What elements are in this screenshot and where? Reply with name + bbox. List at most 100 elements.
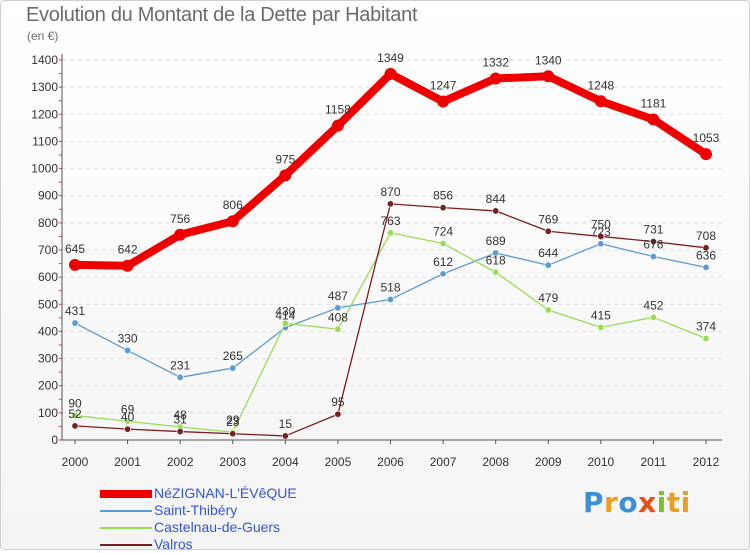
y-tick-label: 0 [51, 433, 58, 447]
data-label: 452 [643, 298, 663, 312]
data-label: 1247 [430, 79, 457, 93]
y-tick-label: 100 [38, 406, 58, 420]
data-point [492, 249, 500, 257]
data-point [281, 319, 289, 327]
data-label: 1053 [693, 131, 720, 145]
data-label: 415 [591, 308, 611, 322]
data-label: 90 [68, 397, 82, 411]
data-point [439, 270, 447, 278]
data-point [334, 304, 342, 312]
data-label: 408 [328, 310, 348, 324]
data-label: 870 [380, 185, 400, 199]
x-tick-label: 2010 [587, 455, 614, 469]
data-label: 52 [68, 407, 82, 421]
data-label: 31 [173, 413, 187, 427]
legend-label: Castelnau-de-Guers [154, 519, 281, 535]
legend-swatch [100, 543, 152, 546]
data-point [544, 306, 552, 314]
data-point [597, 323, 605, 331]
data-label: 689 [486, 234, 506, 248]
y-tick-label: 700 [38, 243, 58, 257]
data-label: 708 [696, 229, 716, 243]
data-point [492, 268, 500, 276]
legend-swatch [100, 509, 152, 512]
data-point [69, 258, 81, 271]
data-label: 48 [173, 408, 187, 422]
legend-label: Valros [154, 536, 193, 552]
x-tick-label: 2012 [693, 455, 720, 469]
data-point [124, 425, 132, 433]
data-point [279, 169, 292, 182]
data-label: 95 [331, 395, 345, 409]
data-point [229, 364, 237, 372]
x-tick-label: 2000 [62, 455, 89, 469]
data-point [334, 325, 342, 333]
data-point [229, 430, 237, 438]
data-label: 750 [591, 217, 611, 231]
data-point [649, 253, 657, 261]
x-tick-label: 2004 [272, 455, 299, 469]
data-point [700, 148, 712, 161]
proxiti-logo: Proxiti [583, 486, 691, 519]
data-point [649, 313, 657, 321]
data-point [702, 334, 710, 342]
y-tick-label: 600 [38, 270, 58, 284]
data-label: 618 [486, 253, 506, 267]
data-label: 23 [226, 415, 240, 429]
legend: NéZIGNAN-L'ÉVêQUE Saint-Thibéry Castelnau-… [100, 485, 297, 553]
data-label: 645 [65, 242, 85, 256]
data-point [331, 119, 344, 132]
x-tick-label: 2011 [641, 455, 667, 469]
y-tick-label: 900 [38, 189, 58, 203]
y-tick-label: 300 [38, 352, 58, 366]
data-label: 612 [433, 255, 453, 269]
data-point [174, 228, 187, 241]
data-point [281, 432, 289, 440]
data-point [649, 238, 657, 246]
y-tick-label: 1000 [31, 162, 58, 176]
data-label: 1158 [325, 103, 351, 117]
data-label: 69 [121, 402, 135, 416]
data-point [594, 95, 607, 108]
legend-item: Saint-Thibéry [100, 502, 297, 519]
x-tick-label: 2007 [430, 455, 457, 469]
data-label: 769 [538, 212, 558, 226]
data-label: 487 [328, 289, 348, 303]
data-label: 431 [65, 304, 85, 318]
data-label: 806 [223, 198, 243, 212]
data-label: 518 [380, 280, 400, 294]
brand-letter: r [604, 486, 619, 519]
data-label: 265 [223, 349, 243, 363]
data-label: 676 [643, 238, 663, 252]
y-tick-label: 1100 [32, 134, 58, 148]
data-label: 975 [275, 152, 295, 166]
data-label: 1181 [641, 96, 667, 110]
data-label: 40 [121, 410, 135, 424]
data-label: 1332 [482, 55, 509, 69]
y-tick-label: 1400 [31, 53, 58, 67]
data-label: 756 [170, 212, 190, 226]
data-point [384, 67, 397, 80]
data-point [71, 412, 79, 420]
data-point [647, 113, 660, 126]
x-tick-label: 2003 [219, 455, 246, 469]
data-label: 1349 [377, 51, 404, 65]
data-label: 1248 [587, 78, 614, 92]
data-label: 763 [380, 214, 400, 228]
series-line [74, 243, 707, 378]
data-point [124, 346, 132, 354]
legend-item: Valros [100, 536, 297, 553]
legend-swatch [100, 526, 152, 529]
data-label: 430 [275, 304, 295, 318]
data-label: 231 [170, 358, 190, 372]
data-point [71, 319, 79, 327]
data-label: 479 [538, 291, 558, 305]
data-point [71, 422, 79, 430]
x-tick-label: 2009 [535, 455, 562, 469]
data-point [439, 239, 447, 247]
legend-label: Saint-Thibéry [154, 502, 238, 518]
data-point [176, 428, 184, 436]
y-tick-label: 1300 [31, 80, 58, 94]
y-tick-label: 400 [38, 324, 58, 338]
